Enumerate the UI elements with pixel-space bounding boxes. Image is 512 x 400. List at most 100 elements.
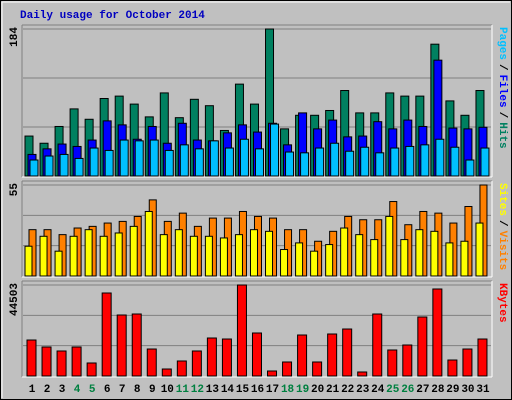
bar xyxy=(29,159,39,177)
legend-separator: / xyxy=(496,220,508,227)
bar xyxy=(254,148,264,177)
y-tick-label: 55 xyxy=(9,183,21,197)
bar xyxy=(405,145,415,177)
x-tick-label: 23 xyxy=(356,384,370,396)
bar xyxy=(239,138,249,177)
bar xyxy=(315,147,325,177)
bar xyxy=(477,338,488,377)
x-tick-label: 25 xyxy=(386,384,400,396)
x-tick-label: 16 xyxy=(251,384,264,396)
bar xyxy=(194,148,204,177)
bar xyxy=(342,328,353,377)
bar xyxy=(206,337,217,377)
bar xyxy=(164,149,174,177)
x-tick-label: 9 xyxy=(149,384,156,396)
bar xyxy=(450,146,460,177)
bar xyxy=(251,332,262,377)
x-tick-label: 26 xyxy=(401,384,414,396)
bar xyxy=(415,229,424,277)
x-tick-label: 29 xyxy=(446,384,459,396)
legend: Sites / Visits xyxy=(496,183,508,270)
bar xyxy=(372,313,383,377)
bar xyxy=(340,227,349,277)
bar xyxy=(134,140,144,177)
legend-separator: / xyxy=(496,64,508,71)
x-tick-label: 24 xyxy=(371,384,385,396)
bar xyxy=(265,230,274,277)
legend-entry: Hits xyxy=(496,122,508,148)
bar xyxy=(161,368,172,377)
x-tick-label: 8 xyxy=(134,384,141,396)
x-tick-label: 10 xyxy=(161,384,174,396)
bar xyxy=(221,338,232,377)
bar xyxy=(149,139,159,177)
bar xyxy=(101,292,112,377)
bar xyxy=(330,142,340,177)
bar xyxy=(236,284,247,377)
legend-separator: / xyxy=(496,112,508,119)
bar xyxy=(475,222,484,277)
bar xyxy=(435,138,445,177)
bar xyxy=(300,152,310,177)
bar xyxy=(385,215,394,277)
bar xyxy=(465,159,475,177)
bar xyxy=(325,244,334,277)
legend: Pages / Files / Hits xyxy=(496,27,508,149)
bar xyxy=(116,314,127,377)
bar xyxy=(282,361,293,377)
bar xyxy=(480,147,490,177)
y-tick-label: 44503 xyxy=(9,283,21,316)
x-tick-label: 27 xyxy=(416,384,429,396)
bar xyxy=(131,313,142,377)
bar xyxy=(44,155,54,177)
bar xyxy=(89,147,99,177)
bar xyxy=(420,144,430,177)
legend-entry: Files xyxy=(496,75,508,108)
y-tick-label: 184 xyxy=(9,27,21,47)
bar xyxy=(129,225,138,277)
bar xyxy=(430,230,439,277)
x-tick-label: 5 xyxy=(89,384,96,396)
bar xyxy=(462,348,473,377)
x-tick-label: 31 xyxy=(476,384,490,396)
bar xyxy=(417,316,428,377)
bar xyxy=(310,250,319,277)
bar xyxy=(285,151,295,177)
x-tick-label: 1 xyxy=(29,384,36,396)
bar xyxy=(41,346,52,377)
x-tick-label: 11 xyxy=(176,384,190,396)
bar xyxy=(267,370,278,377)
bar xyxy=(297,334,308,377)
x-tick-label: 4 xyxy=(74,384,81,396)
bar xyxy=(234,234,243,277)
x-tick-label: 3 xyxy=(59,384,66,396)
x-tick-label: 17 xyxy=(266,384,279,396)
bar xyxy=(270,123,280,177)
chart-title: Daily usage for October 2014 xyxy=(20,10,205,22)
bar xyxy=(114,232,123,277)
bar xyxy=(249,229,258,277)
x-tick-label: 22 xyxy=(341,384,354,396)
bar xyxy=(99,235,108,277)
bar xyxy=(174,229,183,277)
bar xyxy=(355,234,364,277)
bar xyxy=(69,235,78,277)
bar xyxy=(179,144,189,177)
bar xyxy=(370,239,379,277)
bar xyxy=(104,149,114,177)
legend-entry: Sites xyxy=(496,183,508,216)
bar xyxy=(312,361,323,377)
bar xyxy=(144,210,153,277)
bar xyxy=(71,346,82,377)
bar xyxy=(387,349,398,377)
x-tick-label: 19 xyxy=(296,384,309,396)
x-tick-label: 7 xyxy=(119,384,126,396)
bar xyxy=(204,235,213,277)
bar xyxy=(26,339,37,377)
x-tick-label: 15 xyxy=(236,384,250,396)
bar xyxy=(74,157,84,177)
bar xyxy=(146,348,157,377)
bar xyxy=(176,360,187,377)
